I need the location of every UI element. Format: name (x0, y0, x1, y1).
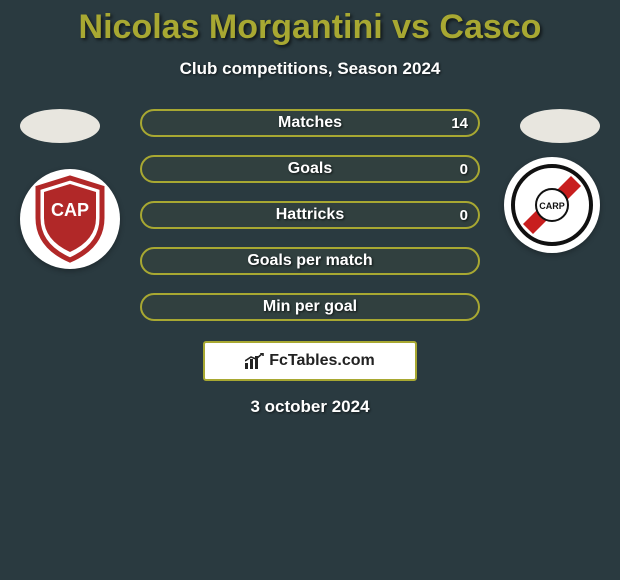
stat-value-right: 14 (451, 115, 468, 132)
stat-value-right: 0 (460, 207, 468, 224)
subtitle: Club competitions, Season 2024 (0, 59, 620, 79)
stat-row: Goals 0 (140, 155, 480, 183)
stat-row: Goals per match (140, 247, 480, 275)
stat-label: Min per goal (263, 298, 357, 316)
chart-icon (245, 353, 265, 369)
comparison-card: Nicolas Morgantini vs Casco Club competi… (0, 0, 620, 417)
stat-row: Min per goal (140, 293, 480, 321)
branding-text: FcTables.com (269, 352, 375, 370)
stat-label: Goals per match (247, 252, 372, 270)
stat-value-right: 0 (460, 161, 468, 178)
stat-label: Hattricks (276, 206, 344, 224)
stats-area: CAP CARP Matches 14 Goals 0 (0, 109, 620, 321)
stat-label: Matches (278, 114, 342, 132)
stat-rows: Matches 14 Goals 0 Hattricks 0 Goals per… (0, 109, 620, 321)
branding-box[interactable]: FcTables.com (203, 341, 417, 381)
stat-row: Matches 14 (140, 109, 480, 137)
stat-row: Hattricks 0 (140, 201, 480, 229)
page-title: Nicolas Morgantini vs Casco (0, 8, 620, 47)
footer-date: 3 october 2024 (0, 397, 620, 417)
stat-label: Goals (288, 160, 332, 178)
